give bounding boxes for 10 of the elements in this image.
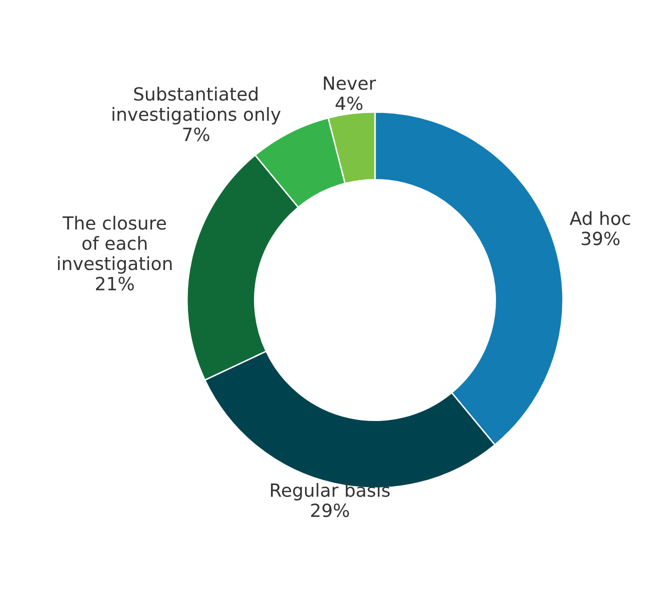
- data-label: 39%: [582, 232, 620, 246]
- slice-label: The closure of each investigation: [58, 216, 172, 274]
- data-label: 7%: [183, 128, 210, 142]
- data-label: 29%: [311, 504, 349, 518]
- data-label: 21%: [96, 276, 134, 290]
- slice-label: Never: [324, 76, 376, 90]
- slice-label: Substantiated investigations only: [112, 86, 281, 124]
- slice-label: Ad hoc: [570, 211, 630, 226]
- data-label: 4%: [336, 96, 362, 110]
- slice-label: Regular basis: [270, 482, 390, 500]
